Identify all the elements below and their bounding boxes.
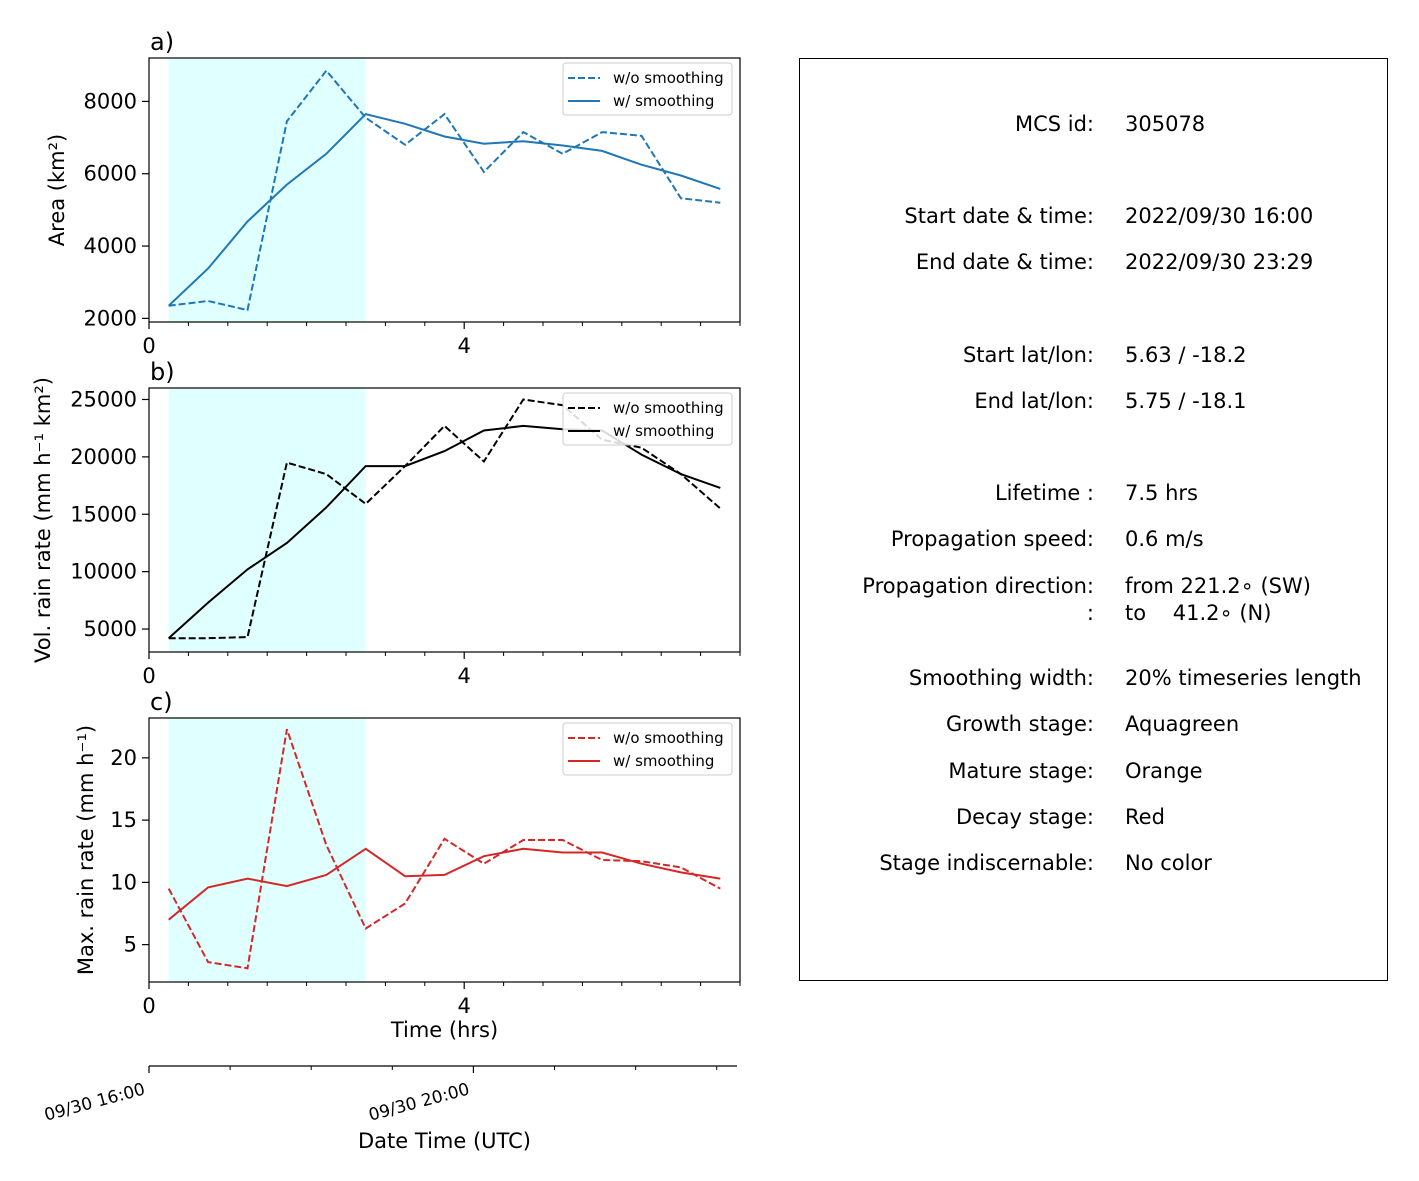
info-row: : to 41.2∘ (N) [800, 601, 1389, 627]
legend-entry: w/o smoothing [613, 69, 724, 87]
info-value: 7.5 hrs [1125, 481, 1198, 505]
info-label: Propagation direction: [862, 574, 1094, 598]
legend-box [562, 62, 733, 116]
info-value: 0.6 m/s [1125, 527, 1204, 551]
y-tick-label: 15 [110, 808, 137, 832]
x-tick-label: 0 [142, 994, 155, 1018]
chart-panel-1: a) 0 4 2000 4000 6000 8000 Area (km²) w/o smooth… [45, 28, 741, 358]
growth-stage-span [168, 58, 366, 322]
info-value: 2022/09/30 16:00 [1125, 204, 1314, 228]
legend: w/o smoothing w/ smoothing [562, 62, 733, 116]
info-value: Aquagreen [1125, 712, 1240, 736]
info-value: Orange [1125, 759, 1203, 783]
series-line-smoothed [168, 424, 721, 639]
datetime-axis-label: Date Time (UTC) [358, 1129, 531, 1153]
info-value: to 41.2∘ (N) [1125, 601, 1272, 625]
y-axis-label: Max. rain rate (mm h⁻¹) [74, 725, 98, 975]
datetime-tick-label: 09/30 16:00 [42, 1080, 147, 1126]
info-row: Growth stage: Aquagreen [800, 712, 1389, 738]
info-label: Lifetime : [994, 481, 1094, 505]
panel-label: b) [150, 358, 175, 386]
series-line-raw [168, 69, 721, 312]
info-row: Decay stage: Red [800, 805, 1389, 831]
info-value: 20% timeseries length [1125, 666, 1362, 690]
y-tick-label: 4000 [84, 234, 137, 258]
legend-box [562, 722, 733, 776]
info-value: 305078 [1125, 112, 1206, 136]
y-tick-label: 20000 [70, 445, 137, 469]
info-value: No color [1125, 851, 1212, 875]
info-label: Mature stage: [948, 759, 1094, 783]
y-tick-label: 15000 [70, 502, 137, 526]
info-label: Start lat/lon: [962, 343, 1094, 367]
info-row: Mature stage: Orange [800, 759, 1389, 785]
axes-frame [148, 57, 741, 323]
chart-panel-2: b) 0 4 5000 10000 15000 20000 25000 Vol. rain ra… [31, 358, 741, 688]
y-tick-label: 10 [110, 870, 137, 894]
panel-label: c) [150, 688, 173, 716]
legend: w/o smoothing w/ smoothing [562, 722, 733, 776]
info-panel: MCS id: 305078 Start date & time: 2022/09/3… [799, 58, 1388, 981]
info-row: Start date & time: 2022/09/30 16:00 [800, 204, 1389, 230]
info-label: : [1086, 601, 1094, 625]
x-tick-label: 4 [458, 994, 471, 1018]
info-value: Red [1125, 805, 1165, 829]
info-label: Decay stage: [956, 805, 1094, 829]
datetime-tick-label: 09/30 20:00 [367, 1080, 472, 1126]
x-tick-label: 0 [142, 664, 155, 688]
y-axis-label: Vol. rain rate (mm h⁻¹ km²) [31, 377, 55, 663]
info-label: End date & time: [915, 250, 1094, 274]
x-tick-label: 0 [142, 334, 155, 358]
legend: w/o smoothing w/ smoothing [562, 392, 733, 446]
info-value: from 221.2∘ (SW) [1125, 574, 1311, 598]
legend-entry: w/o smoothing [613, 399, 724, 417]
legend-entry: w/o smoothing [613, 729, 724, 747]
info-row: End lat/lon: 5.75 / -18.1 [800, 389, 1389, 415]
series-line-smoothed [168, 112, 721, 307]
y-tick-label: 6000 [84, 162, 137, 186]
info-row: Start lat/lon: 5.63 / -18.2 [800, 343, 1389, 369]
x-tick-label: 4 [458, 334, 471, 358]
info-label: Smoothing width: [908, 666, 1094, 690]
info-label: MCS id: [1014, 112, 1094, 136]
info-row: MCS id: 305078 [800, 112, 1389, 138]
info-row: Smoothing width: 20% timeseries length [800, 666, 1389, 692]
y-tick-label: 10000 [70, 560, 137, 584]
legend-entry: w/ smoothing [613, 752, 714, 770]
info-row: Propagation speed: 0.6 m/s [800, 527, 1389, 553]
info-label: Propagation speed: [890, 527, 1094, 551]
info-value: 2022/09/30 23:29 [1125, 250, 1314, 274]
info-value: 5.63 / -18.2 [1125, 343, 1247, 367]
y-axis-label: Area (km²) [45, 134, 69, 246]
series-line-smoothed [168, 847, 721, 921]
info-row: Stage indiscernable: No color [800, 851, 1389, 877]
info-value: 5.75 / -18.1 [1125, 389, 1247, 413]
axes-frame [148, 387, 741, 653]
y-tick-label: 25000 [70, 387, 137, 411]
panel-label: a) [150, 28, 174, 56]
y-tick-label: 5000 [84, 617, 137, 641]
y-tick-label: 8000 [84, 89, 137, 113]
axes-frame [148, 717, 741, 983]
y-tick-label: 5 [124, 933, 137, 957]
legend-entry: w/ smoothing [613, 422, 714, 440]
info-label: End lat/lon: [974, 389, 1094, 413]
datetime-axis: 09/30 16:00 09/30 20:00 Date Time (UTC) [42, 1065, 737, 1153]
legend-box [562, 392, 733, 446]
info-row: End date & time: 2022/09/30 23:29 [800, 250, 1389, 276]
y-tick-label: 20 [110, 746, 137, 770]
x-tick-label: 4 [458, 664, 471, 688]
x-axis-label: Time (hrs) [390, 1018, 498, 1042]
info-row: Lifetime : 7.5 hrs [800, 481, 1389, 507]
info-label: Growth stage: [945, 712, 1094, 736]
chart-panel-3: c) 0 4 5 10 15 20 Max. rain rate (mm h⁻¹) Time (… [74, 688, 741, 1042]
info-label: Start date & time: [904, 204, 1094, 228]
info-label: Stage indiscernable: [879, 851, 1094, 875]
y-tick-label: 2000 [84, 306, 137, 330]
info-row: Propagation direction: from 221.2∘ (SW) [800, 574, 1389, 600]
legend-entry: w/ smoothing [613, 92, 714, 110]
